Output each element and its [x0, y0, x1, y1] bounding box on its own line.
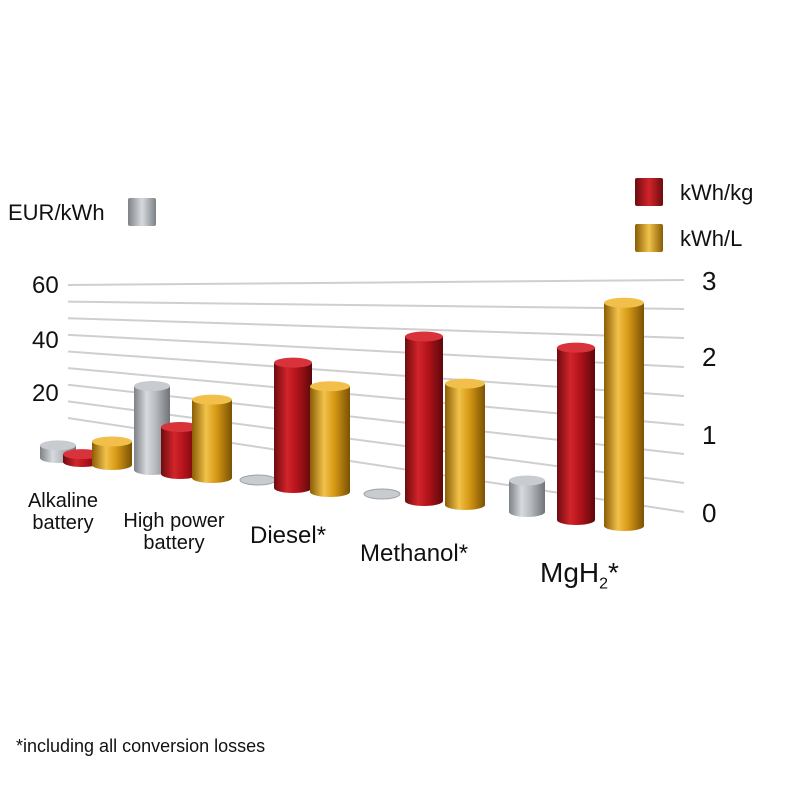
legend-label-kwh-kg: kWh/kg	[680, 180, 754, 205]
right-tick-label: 0	[702, 498, 717, 528]
bar-red	[63, 449, 101, 467]
bar-disc	[363, 488, 401, 500]
legend-swatch-kwh-kg	[635, 178, 663, 206]
bar-silver	[363, 488, 401, 500]
bar-cap	[557, 342, 595, 353]
bar-body	[445, 383, 485, 510]
bar-gold	[310, 381, 350, 497]
footnote: *including all conversion losses	[16, 736, 266, 756]
bar-gold	[192, 394, 232, 483]
bar-cap	[40, 440, 76, 451]
bar-silver	[239, 474, 277, 486]
bar-cap	[63, 449, 101, 460]
bar-red	[405, 331, 443, 506]
bar-cap	[92, 436, 132, 447]
bar-cap	[274, 357, 312, 368]
right-tick-label: 2	[702, 342, 717, 372]
bar-cap	[445, 378, 485, 389]
bar-red	[557, 342, 595, 525]
bar-cap	[161, 422, 199, 432]
bar-red	[274, 357, 312, 493]
category-label-alkaline: Alkaline battery	[27, 490, 99, 534]
left-tick-label: 60	[32, 272, 59, 299]
category-label-high-power: High power battery	[123, 510, 225, 554]
gridline	[67, 300, 685, 310]
bars	[40, 297, 644, 531]
right-tick-label: 1	[702, 420, 717, 450]
eur-legend-swatch	[128, 198, 156, 226]
bar-body	[557, 347, 595, 525]
bar-cap	[405, 331, 443, 342]
bar-cap	[192, 394, 232, 405]
bar-cap	[509, 475, 545, 486]
bar-disc	[239, 474, 277, 486]
bar-gold	[445, 378, 485, 510]
bar-body	[509, 480, 545, 517]
legend-label-kwh-l: kWh/L	[680, 226, 743, 251]
right-tick-label: 3	[702, 266, 717, 296]
gridline	[67, 279, 685, 286]
bar-body	[192, 399, 232, 483]
bar-gold	[604, 297, 644, 531]
left-tick-label: 20	[32, 380, 59, 407]
category-label-mgh2: MgH2*	[540, 557, 619, 593]
left-tick-label: 40	[32, 327, 59, 354]
bar-body	[310, 386, 350, 497]
bar-silver	[509, 475, 545, 517]
bar-body	[92, 441, 132, 470]
bar-body	[604, 302, 644, 531]
bar-cap	[310, 381, 350, 392]
bar-body	[405, 336, 443, 506]
category-label-methanol: Methanol*	[360, 540, 469, 567]
bar-cap	[134, 381, 170, 391]
bar-body	[274, 362, 312, 493]
bar-body	[161, 427, 199, 479]
bar-cap	[604, 297, 644, 308]
left-axis-unit: EUR/kWh	[8, 200, 105, 225]
bar-red	[161, 422, 199, 479]
legend-swatch-kwh-l	[635, 224, 663, 252]
category-label-diesel: Diesel*	[250, 522, 327, 549]
bar-gold	[92, 436, 132, 470]
gridline	[67, 317, 685, 339]
